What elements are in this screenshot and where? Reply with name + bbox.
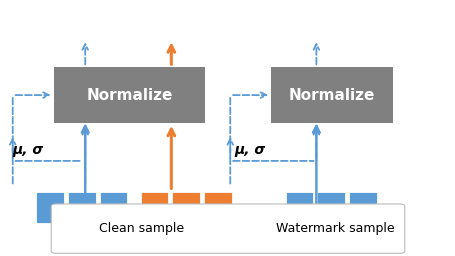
- Text: Normalize: Normalize: [86, 88, 172, 103]
- FancyBboxPatch shape: [270, 67, 393, 123]
- FancyBboxPatch shape: [139, 191, 169, 224]
- FancyBboxPatch shape: [171, 191, 200, 224]
- Text: Clean sample: Clean sample: [99, 221, 183, 234]
- FancyBboxPatch shape: [202, 191, 232, 224]
- FancyBboxPatch shape: [284, 191, 313, 224]
- Text: Normalize: Normalize: [288, 88, 374, 103]
- Text: Watermark sample: Watermark sample: [275, 221, 394, 234]
- FancyBboxPatch shape: [35, 191, 65, 224]
- FancyBboxPatch shape: [67, 191, 96, 224]
- FancyBboxPatch shape: [53, 67, 205, 123]
- FancyBboxPatch shape: [51, 204, 404, 253]
- FancyBboxPatch shape: [248, 218, 270, 241]
- FancyBboxPatch shape: [71, 218, 94, 241]
- Text: μ, σ: μ, σ: [234, 143, 265, 156]
- FancyBboxPatch shape: [347, 191, 377, 224]
- FancyBboxPatch shape: [316, 191, 345, 224]
- Text: μ, σ: μ, σ: [13, 143, 44, 156]
- FancyBboxPatch shape: [99, 191, 128, 224]
